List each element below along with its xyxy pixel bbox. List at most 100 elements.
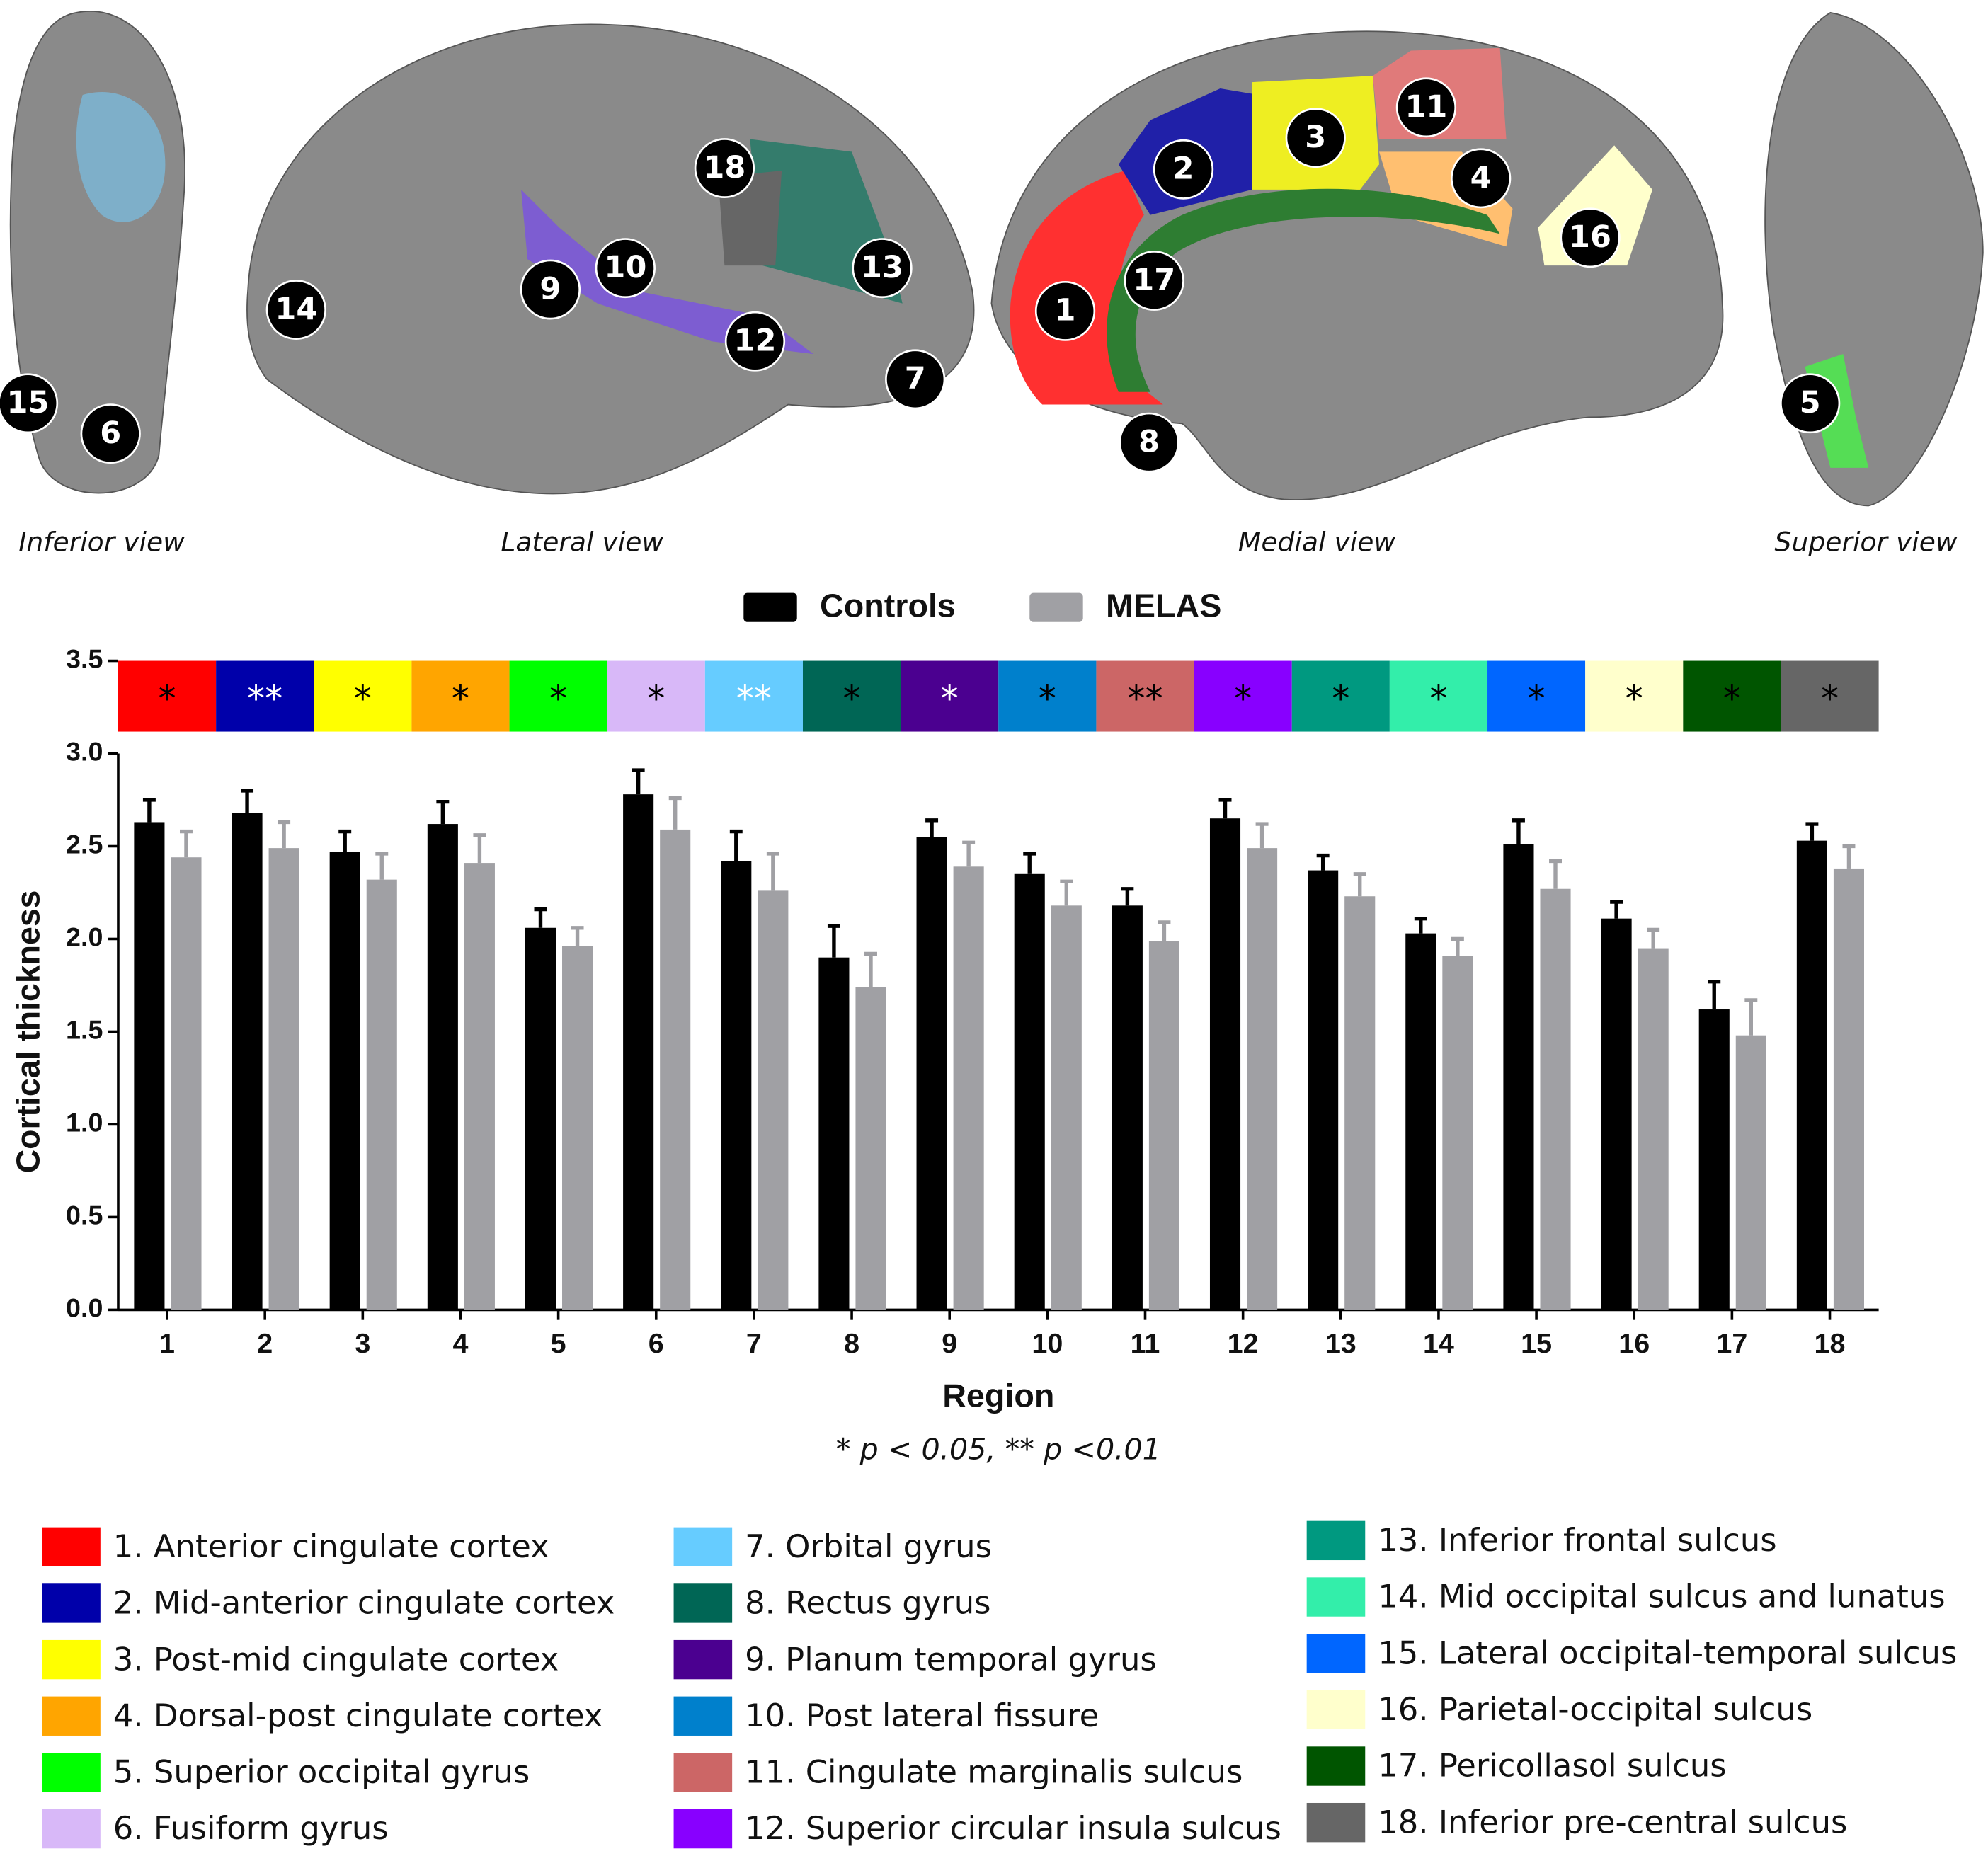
significance-label: * bbox=[1626, 677, 1643, 719]
bar bbox=[1247, 848, 1278, 1310]
x-tick-label: 14 bbox=[1423, 1328, 1454, 1359]
region-label: 14. Mid occipital sulcus and lunatus bbox=[1378, 1578, 1945, 1615]
significance-cell bbox=[607, 660, 705, 732]
y-tick-label: 2.5 bbox=[66, 829, 103, 859]
x-tick-label: 4 bbox=[453, 1328, 469, 1359]
bar bbox=[818, 957, 850, 1310]
marker-label: 8 bbox=[1138, 424, 1160, 459]
marker-label: 12 bbox=[733, 323, 776, 359]
legend-label: MELAS bbox=[1106, 587, 1221, 624]
marker-circle bbox=[1560, 207, 1621, 268]
marker-circle bbox=[1119, 412, 1179, 473]
bar bbox=[758, 890, 789, 1310]
bar bbox=[329, 852, 360, 1310]
marker-circle bbox=[724, 311, 786, 372]
bar bbox=[916, 837, 947, 1310]
legend-swatch bbox=[743, 592, 797, 622]
significance-label: * bbox=[1234, 677, 1252, 719]
note: * p < 0.05, ** p <0.01 bbox=[836, 1433, 1161, 1467]
bar bbox=[1698, 1009, 1730, 1310]
marker-circle bbox=[694, 138, 755, 198]
region-label: 5. Superior occipital gyrus bbox=[113, 1753, 530, 1791]
region-swatch bbox=[673, 1639, 733, 1680]
region-swatch bbox=[673, 1583, 733, 1623]
significance-label: * bbox=[941, 677, 959, 719]
marker-label: 6 bbox=[100, 416, 121, 451]
patch bbox=[76, 92, 166, 222]
marker-label: 15 bbox=[7, 385, 50, 420]
bar bbox=[1148, 941, 1179, 1310]
legend-swatch bbox=[1029, 592, 1083, 622]
significance-label: ** bbox=[247, 677, 282, 719]
significance-label: * bbox=[549, 677, 567, 719]
bar bbox=[1540, 888, 1571, 1310]
x-tick-label: 8 bbox=[844, 1328, 859, 1359]
region-label: 9. Planum temporal gyrus bbox=[745, 1640, 1157, 1678]
significance-label: * bbox=[158, 677, 176, 719]
bar bbox=[1442, 956, 1473, 1310]
significance-cell bbox=[901, 660, 999, 732]
bar bbox=[427, 824, 458, 1310]
y-tick-label: 0.0 bbox=[66, 1293, 103, 1322]
marker-circle bbox=[595, 238, 656, 299]
marker-circle bbox=[885, 349, 946, 410]
significance-label: * bbox=[1821, 677, 1839, 719]
y-tick-label: 3.5 bbox=[66, 644, 103, 674]
marker-label: 4 bbox=[1470, 160, 1492, 195]
significance-cell bbox=[1096, 660, 1194, 732]
marker-circle bbox=[80, 403, 141, 464]
region-label: 6. Fusiform gyrus bbox=[113, 1809, 389, 1847]
bar bbox=[1308, 870, 1339, 1310]
x-axis-label: Region bbox=[942, 1377, 1054, 1414]
bar bbox=[1833, 868, 1864, 1310]
x-tick-label: 9 bbox=[942, 1328, 957, 1359]
region-swatch bbox=[1306, 1690, 1366, 1730]
region-label: 18. Inferior pre-central sulcus bbox=[1378, 1803, 1847, 1840]
significance-label: * bbox=[1332, 677, 1349, 719]
significance-cell bbox=[1487, 660, 1586, 732]
significance-label: * bbox=[452, 677, 469, 719]
region-swatch bbox=[1306, 1802, 1366, 1843]
x-tick-label: 3 bbox=[355, 1328, 370, 1359]
y-tick-label: 1.0 bbox=[66, 1107, 103, 1137]
region-swatch bbox=[1306, 1634, 1366, 1673]
region-label: 7. Orbital gyrus bbox=[745, 1528, 992, 1565]
significance-label: * bbox=[1039, 677, 1056, 719]
region-swatch bbox=[1306, 1577, 1366, 1617]
marker-label: 3 bbox=[1305, 120, 1326, 155]
marker-label: 2 bbox=[1173, 151, 1194, 187]
bar bbox=[525, 927, 556, 1310]
region-swatch bbox=[673, 1753, 733, 1792]
y-axis-label: Cortical thickness bbox=[9, 890, 46, 1173]
x-tick-label: 15 bbox=[1521, 1328, 1552, 1359]
region-label: 10. Post lateral fissure bbox=[745, 1697, 1099, 1734]
bar bbox=[1014, 873, 1045, 1310]
x-tick-label: 12 bbox=[1228, 1328, 1259, 1359]
bar bbox=[623, 794, 654, 1310]
view-label: Lateral view bbox=[501, 527, 663, 558]
x-tick-label: 11 bbox=[1131, 1328, 1160, 1359]
significance-cell bbox=[1585, 660, 1684, 732]
region-swatch bbox=[1306, 1746, 1366, 1786]
y-tick-label: 2.0 bbox=[66, 922, 103, 951]
bar bbox=[366, 879, 397, 1310]
y-tick-label: 3.0 bbox=[66, 737, 103, 767]
bar bbox=[721, 861, 752, 1310]
significance-cell bbox=[1291, 660, 1390, 732]
region-label: 13. Inferior frontal sulcus bbox=[1378, 1521, 1776, 1559]
marker-circle bbox=[1034, 280, 1096, 341]
x-tick-label: 10 bbox=[1032, 1328, 1063, 1359]
brain-images bbox=[9, 11, 1984, 507]
significance-cell bbox=[509, 660, 607, 732]
region-label: 12. Superior circular insula sulcus bbox=[745, 1809, 1281, 1847]
view-label: Inferior view bbox=[18, 527, 185, 558]
significance-label: * bbox=[1723, 677, 1741, 719]
marker-label: 7 bbox=[905, 361, 926, 396]
marker-label: 18 bbox=[703, 150, 746, 185]
significance-cell bbox=[1781, 660, 1879, 732]
region-swatch bbox=[42, 1809, 101, 1849]
x-tick-label: 1 bbox=[159, 1328, 175, 1359]
x-tick-label: 2 bbox=[257, 1328, 273, 1359]
bar bbox=[1112, 905, 1143, 1310]
